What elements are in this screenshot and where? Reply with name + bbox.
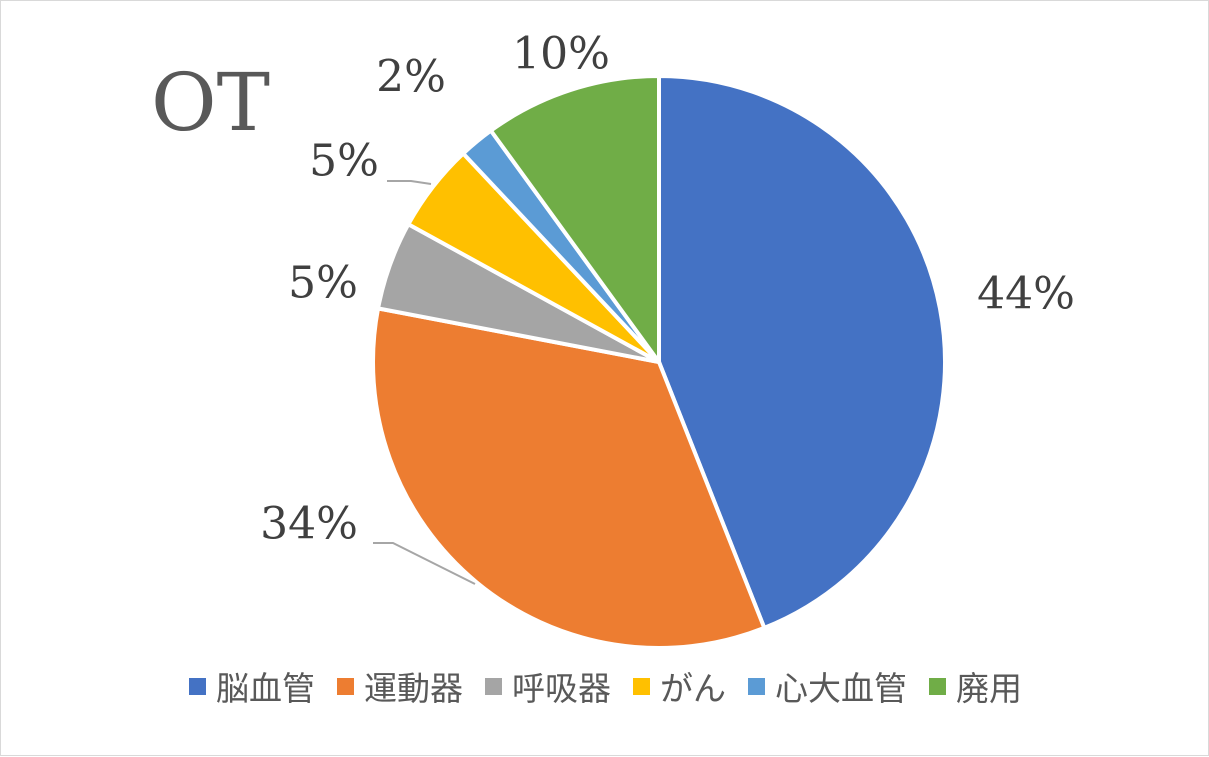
legend-label-1: 脳血管 (216, 669, 315, 708)
legend-swatch-1 (189, 677, 206, 695)
legend-label-2: 運動器 (364, 669, 463, 708)
leader-line-4 (387, 180, 432, 185)
legend-item-4: がん (633, 662, 726, 710)
legend-swatch-6 (929, 677, 946, 695)
pie-slices (371, 74, 947, 650)
pie-slice-1 (657, 74, 947, 630)
data-labels: 44% 34% 5% 5% 2% 10% (260, 29, 1075, 550)
legend-label-3: 呼吸器 (512, 669, 611, 708)
chart-title: OT (151, 56, 270, 149)
legend-item-3: 呼吸器 (485, 662, 611, 710)
data-label-1: 44% (977, 269, 1075, 320)
legend-label-5: 心大血管 (775, 669, 907, 708)
legend-label-6: 廃用 (956, 669, 1022, 708)
legend-item-5: 心大血管 (748, 662, 907, 710)
data-label-2: 34% (260, 499, 358, 550)
pie-slice-6 (488, 74, 661, 364)
legend-swatch-3 (485, 677, 502, 695)
legend-item-6: 廃用 (929, 662, 1022, 710)
leader-line-2 (373, 542, 476, 585)
data-label-3: 5% (288, 258, 358, 309)
legend-item-1: 脳血管 (189, 662, 315, 710)
legend-label-4: がん (660, 669, 726, 708)
legend-swatch-2 (337, 677, 354, 695)
pie-slice-2 (371, 306, 767, 650)
legend: 脳血管 運動器 呼吸器 がん 心大血管 廃用 (1, 661, 1209, 711)
legend-swatch-5 (748, 677, 765, 695)
legend-swatch-4 (633, 677, 650, 695)
leader-lines (373, 180, 476, 585)
legend-item-2: 運動器 (337, 662, 463, 710)
data-label-4: 5% (309, 136, 379, 187)
data-label-6: 10% (512, 29, 610, 80)
data-label-5: 2% (376, 52, 446, 103)
